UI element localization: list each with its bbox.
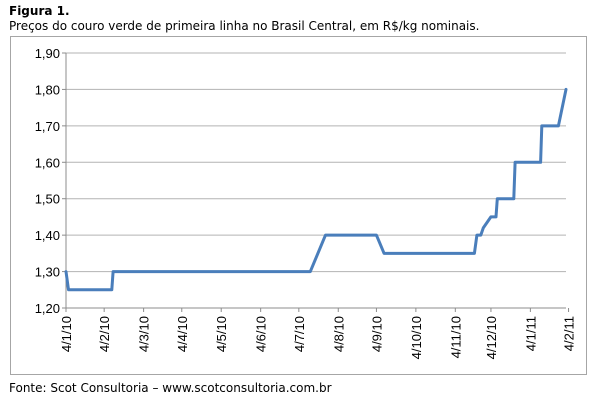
x-tick-label: 4/4/10: [175, 316, 190, 352]
axes: [62, 52, 570, 312]
x-tick-labels: 4/1/10 4/2/10 4/3/10 4/4/10 4/5/10 4/6/10 4/7/…: [59, 316, 577, 359]
y-tick-label: 1,90: [35, 46, 60, 61]
x-tick-label: 4/7/10: [292, 316, 307, 352]
x-tick-label: 4/8/10: [331, 316, 346, 352]
x-tick-label: 4/12/10: [484, 316, 499, 359]
figure-label: Figura 1.: [9, 4, 70, 18]
x-tick-label: 4/6/10: [254, 316, 269, 352]
x-tick-label: 4/10/10: [409, 316, 424, 359]
source-note: Fonte: Scot Consultoria – www.scotconsul…: [9, 381, 332, 395]
x-tick-label: 4/9/10: [369, 316, 384, 352]
x-tick-label: 4/2/10: [97, 316, 112, 352]
x-tick-label: 4/3/10: [137, 316, 152, 352]
y-tick-label: 1,80: [35, 82, 60, 97]
x-tick-label: 4/11/10: [448, 316, 463, 358]
grid-lines: [66, 52, 566, 273]
y-tick-labels: 1,20 1,30 1,40 1,50 1,60 1,70 1,80 1,90: [35, 46, 60, 316]
y-tick-label: 1,30: [35, 265, 60, 280]
series-line: [64, 87, 568, 292]
y-tick-label: 1,20: [35, 301, 60, 316]
y-tick-label: 1,50: [35, 192, 60, 207]
y-tick-label: 1,40: [35, 228, 60, 243]
series-group: [64, 87, 568, 292]
figure-title: Preços do couro verde de primeira linha …: [9, 19, 480, 33]
chart-frame: [10, 36, 587, 375]
x-tick-label: 4/2/11: [562, 316, 577, 351]
x-tick-label: 4/1/11: [523, 316, 538, 351]
y-tick-label: 1,70: [35, 119, 60, 134]
x-tick-label: 4/1/10: [59, 316, 74, 352]
x-tick-label: 4/5/10: [214, 316, 229, 352]
y-tick-label: 1,60: [35, 155, 60, 170]
